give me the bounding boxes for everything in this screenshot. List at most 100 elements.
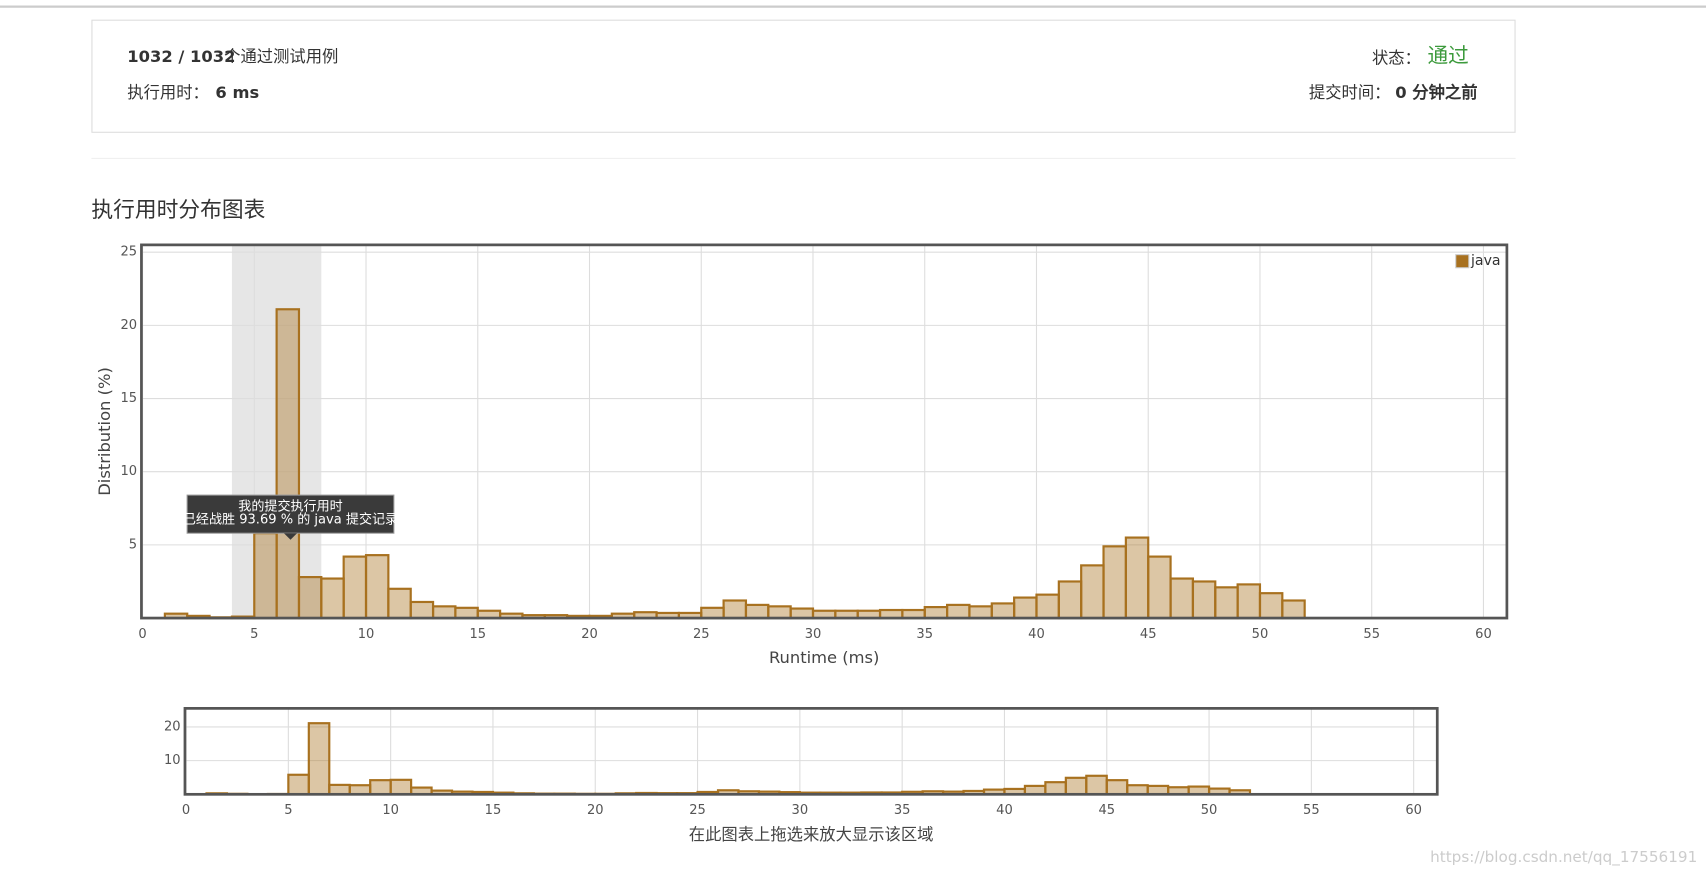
bar [320, 577, 345, 620]
bar [1169, 577, 1195, 620]
bar [364, 554, 390, 620]
y-tick-label: 20 [120, 318, 137, 333]
y-tick-label: 5 [129, 537, 137, 552]
bar [387, 587, 412, 620]
bar [1085, 774, 1108, 796]
x-tick-label: 60 [1475, 627, 1492, 642]
x-tick-label: 10 [358, 627, 375, 642]
bar [1258, 592, 1284, 620]
watermark: https://blog.csdn.net/qq_17556191 [1430, 848, 1697, 867]
y-tick-label: 10 [164, 753, 181, 768]
section-title: 执行用时分布图表 [91, 198, 265, 223]
summary-box [91, 19, 1516, 133]
bar [990, 602, 1016, 620]
bar [1044, 781, 1067, 796]
runtime-value: 6 ms [215, 83, 259, 102]
bar [1236, 583, 1262, 620]
x-tick-label: 35 [916, 627, 933, 642]
passed-label: 个通过测试用例 [224, 47, 338, 66]
x-tick-label: 5 [250, 627, 258, 642]
bar [253, 532, 278, 620]
x-tick-label: 25 [693, 627, 710, 642]
x-tick-label: 15 [469, 627, 486, 642]
bar [307, 722, 331, 796]
x-tick-label: 5 [284, 803, 292, 818]
bar [1013, 596, 1038, 620]
bar [1035, 593, 1060, 620]
bar [297, 576, 323, 620]
y-tick-label: 20 [164, 719, 181, 734]
bar [1191, 580, 1217, 620]
bar [1147, 555, 1172, 620]
bar [1064, 776, 1088, 796]
x-tick-label: 10 [382, 803, 399, 818]
x-axis-label: Runtime (ms) [769, 648, 879, 667]
legend-swatch [1455, 254, 1470, 269]
tooltip-box [186, 494, 395, 534]
x-tick-label: 40 [996, 803, 1013, 818]
x-tick-label: 55 [1303, 803, 1320, 818]
x-tick-label: 15 [485, 803, 502, 818]
y-tick-label: 25 [120, 245, 137, 260]
y-tick-label: 15 [120, 391, 137, 406]
bar [923, 606, 949, 620]
bar [1126, 784, 1149, 796]
bar [1124, 536, 1150, 620]
submit-time: 0 分钟之前 [1395, 83, 1477, 102]
bar [722, 599, 748, 620]
x-tick-label: 40 [1028, 627, 1045, 642]
bar [342, 555, 368, 620]
tooltip-arrow [283, 533, 298, 540]
bar [369, 779, 392, 796]
bar [700, 606, 725, 620]
x-tick-label: 35 [894, 803, 911, 818]
x-tick-label: 25 [689, 803, 706, 818]
x-axis-label: 在此图表上拖选来放大显示该区域 [689, 825, 934, 844]
x-tick-label: 50 [1252, 627, 1269, 642]
submit-label: 提交时间： [1309, 83, 1391, 102]
plot-frame [183, 707, 1439, 796]
bar [275, 308, 301, 620]
x-tick-label: 45 [1098, 803, 1115, 818]
passed-count: 1032 / 1032 [127, 47, 235, 66]
x-tick-label: 30 [805, 627, 822, 642]
y-axis-label: Distribution (%) [95, 367, 114, 496]
legend-label: java [1470, 253, 1501, 269]
x-tick-label: 50 [1201, 803, 1218, 818]
bar [348, 784, 372, 796]
bar [1281, 599, 1306, 620]
bar [454, 606, 479, 620]
bar [431, 605, 457, 620]
x-tick-label: 45 [1140, 627, 1157, 642]
bar [1057, 580, 1083, 620]
bar [328, 783, 351, 796]
y-tick-label: 10 [120, 464, 137, 479]
bar [744, 603, 770, 620]
x-tick-label: 60 [1405, 803, 1422, 818]
bar [287, 773, 310, 796]
bar [1105, 779, 1129, 796]
bar [767, 605, 792, 620]
x-tick-label: 0 [182, 803, 190, 818]
tooltip-text: 已经战胜 93.69 % 的 java 提交记录 [183, 512, 398, 528]
x-tick-label: 0 [138, 627, 146, 642]
bar [1102, 545, 1127, 620]
x-tick-label: 30 [792, 803, 809, 818]
status-label: 状态： [1372, 48, 1421, 67]
plot-frame [140, 243, 1509, 620]
status-value[interactable]: 通过 [1427, 44, 1468, 68]
x-tick-label: 55 [1363, 627, 1380, 642]
x-tick-label: 20 [581, 627, 598, 642]
bar [409, 600, 435, 620]
bar [789, 607, 815, 620]
bar [1214, 586, 1239, 620]
bar [1080, 564, 1105, 620]
tooltip-text: 我的提交执行用时 [238, 499, 342, 515]
bar [389, 778, 413, 796]
runtime-label: 执行用时： [127, 83, 209, 102]
bar [968, 605, 993, 620]
x-tick-label: 20 [587, 803, 604, 818]
bar [945, 603, 971, 620]
